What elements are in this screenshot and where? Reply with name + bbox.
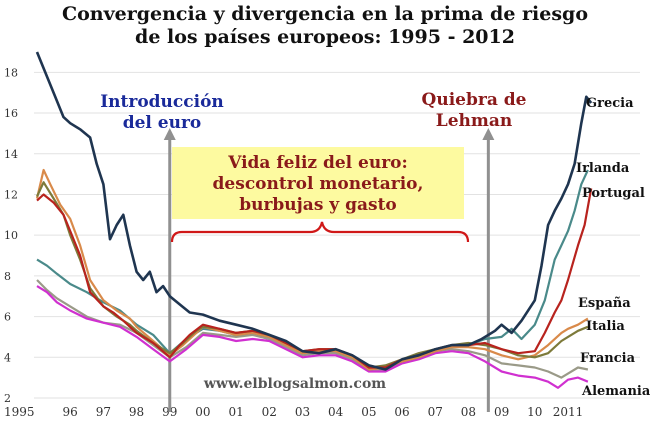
- chart-title-line2: de los países europeos: 1995 - 2012: [135, 26, 515, 48]
- y-tick-label: 4: [4, 351, 11, 364]
- series-line-grecia: [35, 51, 593, 371]
- series-label: Alemania: [581, 384, 650, 399]
- y-tick-label: 6: [4, 311, 11, 324]
- watermark-text: www.elblogsalmon.com: [203, 376, 386, 392]
- lehman-label: Lehman: [436, 111, 513, 131]
- x-tick-label: 00: [195, 405, 210, 419]
- series-label: Italia: [586, 319, 625, 334]
- series-label: Francia: [580, 351, 636, 366]
- lehman-label: Quiebra de: [422, 90, 527, 110]
- x-tick-label: 03: [295, 405, 310, 419]
- y-tick-label: 10: [4, 229, 18, 242]
- chart-title-line1: Convergencia y divergencia en la prima d…: [61, 3, 588, 25]
- vida-feliz-text: descontrol monetario,: [213, 174, 424, 194]
- vida-feliz-brace: [170, 221, 470, 243]
- x-tick-label: 01: [228, 405, 243, 419]
- y-tick-label: 12: [4, 188, 18, 201]
- x-tick-label: 98: [129, 405, 144, 419]
- x-tick-label: 02: [262, 405, 277, 419]
- x-tick-label: 1995: [4, 405, 35, 419]
- euro-intro-label: Introducción: [100, 92, 224, 112]
- series-line-espana: [35, 168, 589, 371]
- y-tick-label: 16: [4, 107, 18, 120]
- x-tick-label: 06: [394, 405, 409, 419]
- series-label: Portugal: [582, 186, 645, 201]
- lehman-arrow-head: [482, 128, 495, 140]
- series-line-alemania: [36, 285, 589, 389]
- vida-feliz-text: burbujas y gasto: [239, 195, 397, 215]
- euro-intro-arrow-head: [163, 128, 176, 140]
- y-tick-label: 8: [4, 270, 11, 283]
- y-tick-label: 14: [4, 148, 18, 161]
- vida-feliz-box: [172, 147, 464, 219]
- x-tick-label: 04: [328, 405, 344, 419]
- y-tick-label: 18: [4, 66, 18, 79]
- x-tick-label: 96: [63, 405, 78, 419]
- x-tick-label: 10: [527, 405, 542, 419]
- x-tick-label: 05: [361, 405, 376, 419]
- series-label: España: [578, 296, 631, 311]
- x-tick-label: 97: [96, 405, 111, 419]
- x-tick-label: 07: [428, 405, 443, 419]
- euro-intro-label: del euro: [123, 113, 202, 133]
- y-tick-label: 2: [4, 392, 11, 405]
- vida-feliz-text: Vida feliz del euro:: [227, 153, 408, 173]
- x-tick-label: 09: [494, 405, 509, 419]
- x-tick-label: 08: [461, 405, 476, 419]
- x-tick-label: 2011: [553, 405, 584, 419]
- series-label: Grecia: [586, 96, 634, 111]
- series-label: Irlanda: [576, 161, 630, 176]
